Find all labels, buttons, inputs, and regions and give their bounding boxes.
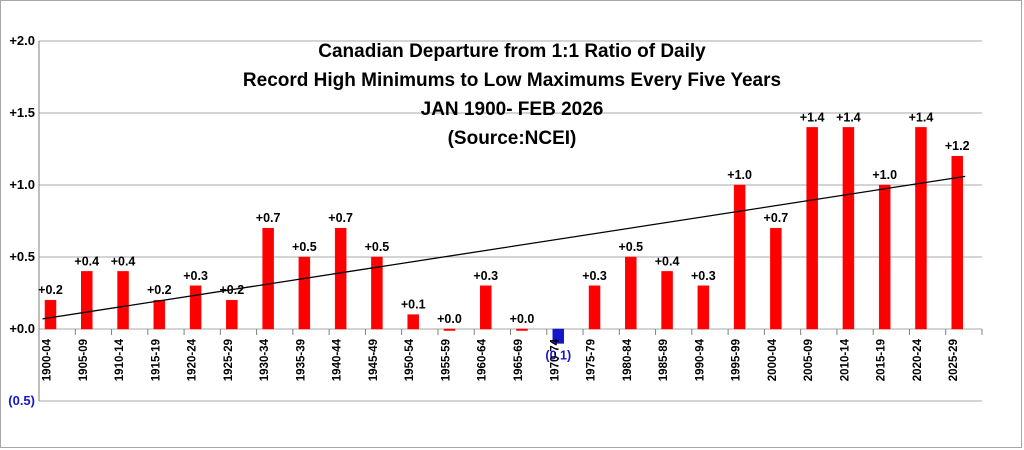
svg-text:+0.3: +0.3	[691, 269, 716, 283]
svg-text:2025-29: 2025-29	[948, 339, 960, 381]
svg-text:+0.3: +0.3	[183, 269, 208, 283]
svg-text:1980-84: 1980-84	[622, 338, 634, 381]
svg-text:2020-24: 2020-24	[912, 338, 924, 381]
svg-text:1940-44: 1940-44	[332, 338, 344, 381]
svg-text:+0.4: +0.4	[655, 254, 680, 268]
svg-text:1905-09: 1905-09	[78, 339, 90, 381]
svg-text:2015-19: 2015-19	[876, 339, 888, 381]
svg-text:+0.3: +0.3	[582, 269, 607, 283]
svg-text:1955-59: 1955-59	[440, 339, 452, 381]
svg-text:+0.5: +0.5	[9, 249, 35, 264]
svg-text:+1.0: +1.0	[727, 168, 752, 182]
svg-text:+0.2: +0.2	[38, 283, 63, 297]
svg-text:+0.0: +0.0	[9, 321, 35, 336]
svg-text:1960-64: 1960-64	[477, 338, 489, 381]
svg-text:+0.4: +0.4	[111, 254, 136, 268]
svg-text:+0.1: +0.1	[401, 298, 426, 312]
svg-text:(0.5): (0.5)	[8, 393, 35, 408]
svg-text:+0.2: +0.2	[147, 283, 172, 297]
svg-text:1910-14: 1910-14	[114, 338, 126, 381]
svg-text:1995-99: 1995-99	[731, 339, 743, 381]
svg-text:+0.0: +0.0	[510, 312, 535, 326]
svg-text:+1.0: +1.0	[872, 168, 897, 182]
svg-text:1920-24: 1920-24	[187, 338, 199, 381]
svg-text:1985-89: 1985-89	[658, 339, 670, 381]
svg-text:+1.0: +1.0	[9, 177, 35, 192]
svg-text:+0.0: +0.0	[437, 312, 462, 326]
svg-text:1930-34: 1930-34	[259, 338, 271, 381]
svg-text:1970-74: 1970-74	[549, 338, 561, 381]
svg-text:2000-04: 2000-04	[767, 338, 779, 381]
svg-text:+0.5: +0.5	[292, 240, 317, 254]
svg-text:1975-79: 1975-79	[586, 339, 598, 381]
svg-text:1925-29: 1925-29	[223, 339, 235, 381]
svg-text:+0.7: +0.7	[764, 211, 789, 225]
svg-text:+0.4: +0.4	[74, 254, 99, 268]
svg-text:+0.7: +0.7	[256, 211, 281, 225]
svg-text:1915-19: 1915-19	[150, 339, 162, 381]
svg-text:+0.2: +0.2	[220, 283, 245, 297]
svg-text:+0.3: +0.3	[473, 269, 498, 283]
svg-text:2005-09: 2005-09	[803, 339, 815, 381]
svg-text:+0.7: +0.7	[328, 211, 353, 225]
svg-text:1945-49: 1945-49	[368, 339, 380, 381]
svg-text:+0.5: +0.5	[618, 240, 643, 254]
svg-text:+0.5: +0.5	[365, 240, 390, 254]
svg-text:1900-04: 1900-04	[42, 338, 54, 381]
svg-text:2010-14: 2010-14	[839, 338, 851, 381]
svg-text:1935-39: 1935-39	[295, 339, 307, 381]
svg-text:1990-94: 1990-94	[694, 338, 706, 381]
svg-text:1950-54: 1950-54	[404, 338, 416, 381]
svg-text:1965-69: 1965-69	[513, 339, 525, 381]
